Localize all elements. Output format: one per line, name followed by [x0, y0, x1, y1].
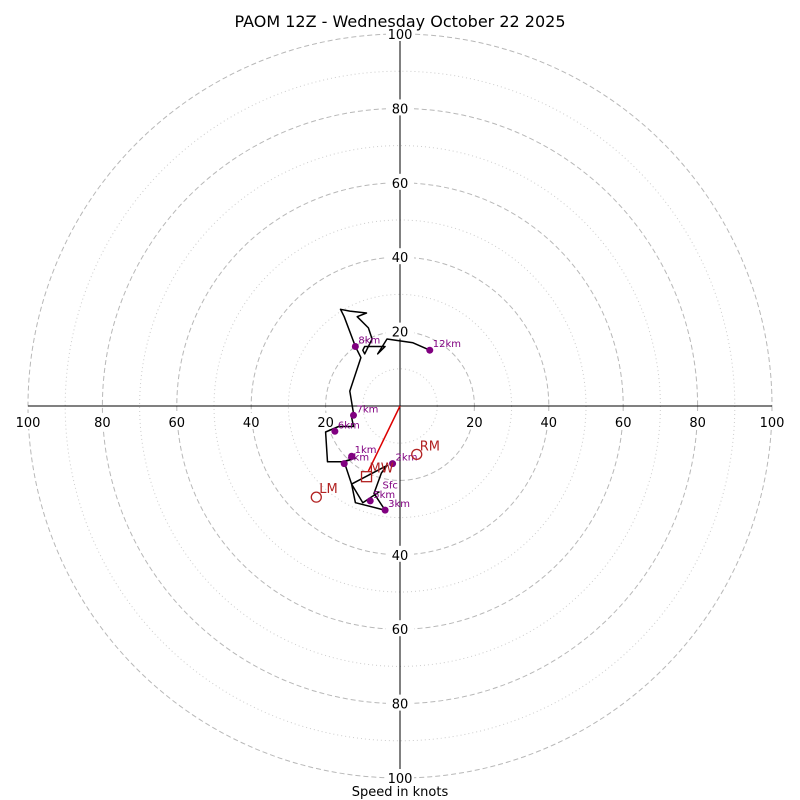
- tick-label: 80: [392, 698, 409, 713]
- tick-label: 60: [615, 416, 632, 431]
- tick-label: 40: [541, 416, 558, 431]
- storm-motion-rm-label: RM: [420, 439, 440, 454]
- tick-label-bg: [386, 173, 414, 190]
- tick-label: 60: [169, 416, 186, 431]
- tick-label-bg: [162, 413, 191, 429]
- tick-label-bg: [386, 248, 414, 265]
- tick-label: 20: [317, 416, 334, 431]
- height-marker-dot: [348, 452, 356, 460]
- tick-label: 20: [466, 416, 483, 431]
- tick-label-bg: [386, 694, 414, 711]
- tick-label-bg: [609, 413, 638, 429]
- height-marker-label: Sfc: [383, 481, 398, 492]
- height-marker-label: 12km: [433, 339, 461, 350]
- tick-label-bg: [534, 413, 563, 429]
- storm-motions: RM LM MW: [310, 439, 440, 503]
- height-marker-label: 8km: [358, 335, 380, 346]
- tick-label-bg: [386, 545, 414, 562]
- shear-vector: [367, 405, 401, 472]
- height-marker-dot: [351, 342, 359, 350]
- tick-label-bg: [237, 413, 266, 429]
- tick-label: 100: [388, 28, 413, 43]
- tick-label-bg: [88, 413, 117, 429]
- tick-label: 100: [388, 772, 413, 787]
- tick-label-bg: [386, 322, 414, 339]
- tick-label-bg: [683, 413, 712, 429]
- tick-label-bg: [311, 413, 340, 429]
- height-marker-label: 7km: [357, 404, 379, 415]
- tick-label-bg: [386, 99, 414, 116]
- storm-motion-rm-marker: [411, 448, 423, 461]
- tick-label-bg: [386, 25, 414, 41]
- height-marker-dot: [331, 427, 339, 435]
- tick-label-bg: [14, 413, 42, 429]
- tick-label: 60: [392, 177, 409, 192]
- height-marker-dot: [340, 460, 348, 468]
- height-marker-label: 4km: [347, 453, 369, 464]
- tick-label: 60: [392, 623, 409, 638]
- x-axis-label: Speed in knots: [352, 785, 449, 800]
- chart-title: PAOM 12Z - Wednesday October 22 2025: [234, 12, 565, 31]
- tick-label-bg: [386, 769, 414, 785]
- height-marker-dot: [389, 460, 397, 468]
- tick-label: 20: [392, 326, 409, 341]
- height-marker-dot: [366, 497, 374, 505]
- height-marker-label: 5km: [373, 490, 395, 501]
- tick-label: 80: [392, 102, 409, 117]
- tick-label: 40: [243, 416, 260, 431]
- storm-motion-lm-label: LM: [319, 482, 337, 497]
- height-marker-label: 1km: [355, 445, 377, 456]
- tick-label-bg: [386, 620, 414, 637]
- tick-label-bg: [758, 413, 786, 429]
- tick-label: 40: [392, 549, 409, 564]
- tick-label: 80: [94, 416, 111, 431]
- tick-labels: 100 80 60 40 20 20 40 60 80 100 20 40 60 80 100 40 60 80 1…: [14, 25, 786, 787]
- storm-motion-mw-label: MW: [370, 462, 394, 477]
- height-marker-label: 6km: [338, 420, 360, 431]
- height-marker-dot: [381, 506, 389, 514]
- height-markers: Sfc 1km 2km 3km 4km 5km 6km 7km 8km 12km: [331, 335, 461, 514]
- height-marker-dot: [426, 346, 434, 354]
- shear-vector-line: [367, 405, 401, 472]
- height-marker-label: 3km: [388, 499, 410, 510]
- tick-label: 80: [689, 416, 706, 431]
- tick-label: 100: [760, 416, 785, 431]
- height-marker-label: 2km: [396, 453, 418, 464]
- tick-label: 100: [16, 416, 41, 431]
- tick-label: 40: [392, 251, 409, 266]
- storm-motion-lm-marker: [310, 491, 322, 503]
- storm-motion-mw-marker: [360, 471, 373, 483]
- height-marker-dot: [350, 411, 357, 419]
- tick-label-bg: [460, 413, 489, 429]
